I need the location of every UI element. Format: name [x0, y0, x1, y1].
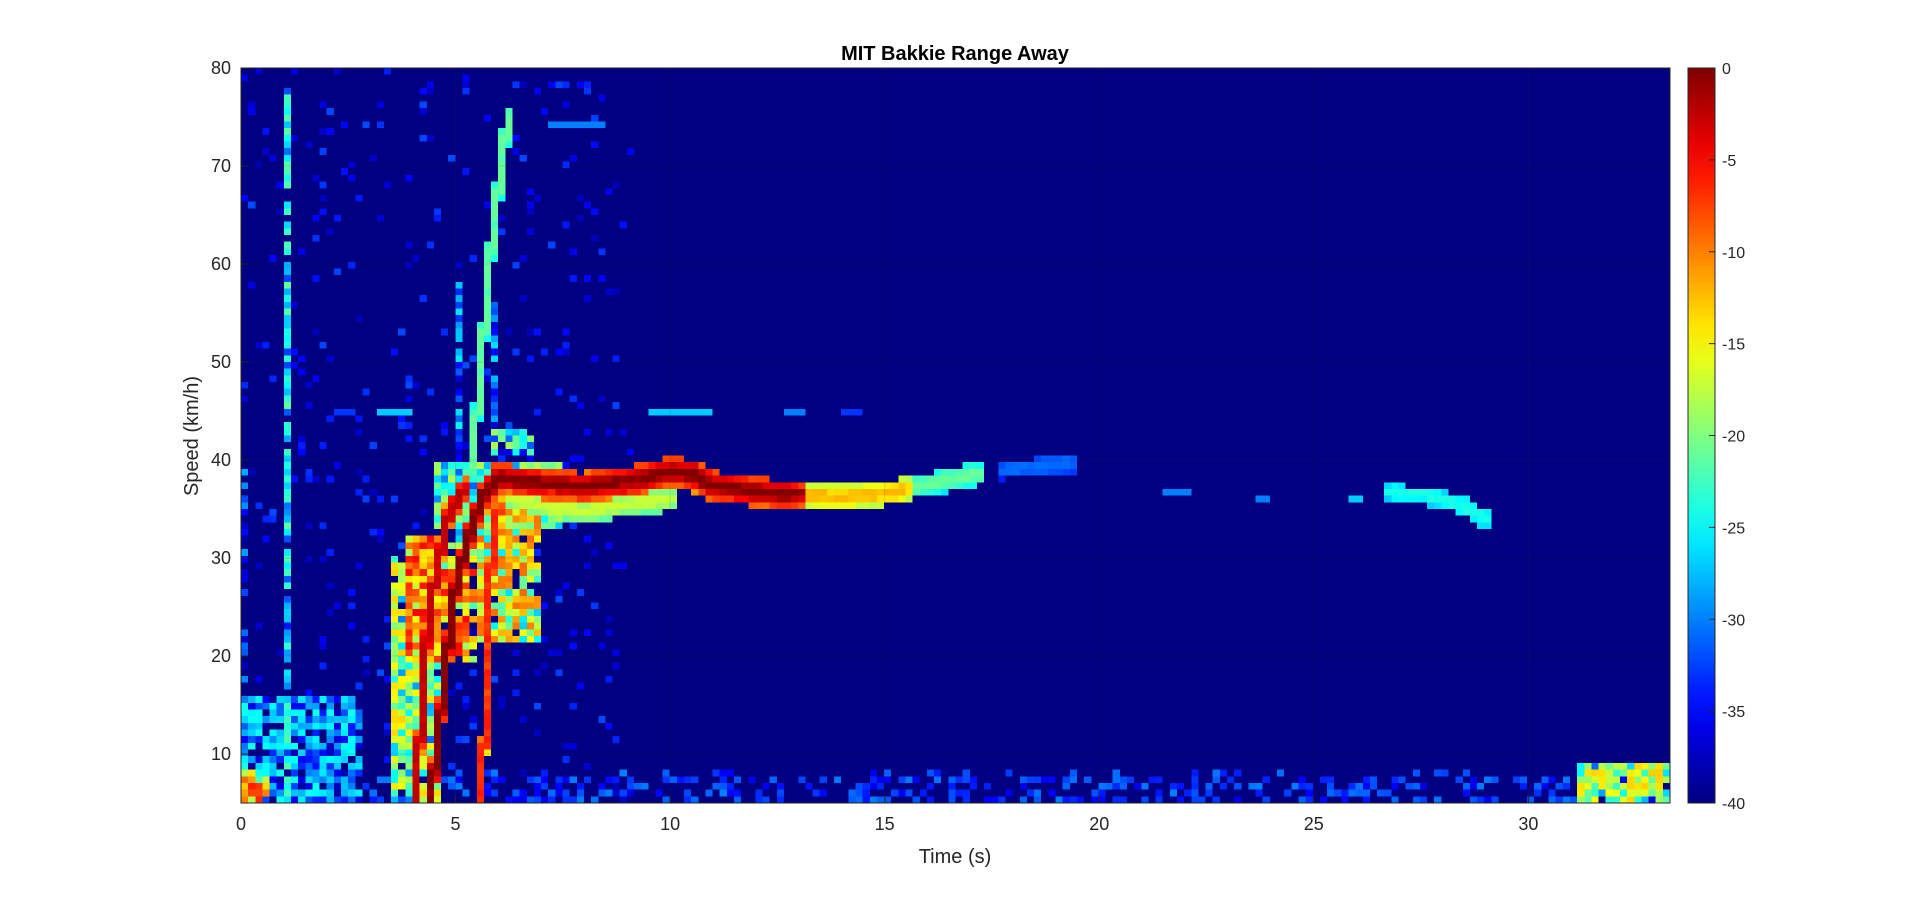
- x-tick-label: 25: [1304, 814, 1324, 834]
- y-axis: 10 20 30 40 50 60 70 80: [211, 58, 249, 764]
- chart-title: MIT Bakkie Range Away: [841, 43, 1070, 65]
- colorbar-ticks: 0 -5 -10 -15 -20 -25 -30 -35 -40: [1709, 61, 1745, 813]
- colorbar-tick-label: -40: [1722, 796, 1745, 813]
- spectrogram-heatmap: [241, 68, 1670, 803]
- y-tick-label: 10: [211, 744, 231, 764]
- grid-lines: [241, 67, 1670, 803]
- colorbar-tick-label: -35: [1722, 704, 1745, 721]
- colorbar-tick-label: -20: [1722, 429, 1745, 446]
- x-axis: 0 5 10 15 20 25 30: [236, 795, 1538, 834]
- x-axis-label: Time (s): [919, 846, 992, 868]
- y-tick-label: 80: [211, 58, 231, 78]
- colorbar: 0 -5 -10 -15 -20 -25 -30 -35 -40: [1687, 61, 1745, 813]
- x-tick-label: 10: [660, 814, 680, 834]
- colorbar-tick-label: 0: [1722, 61, 1731, 78]
- colorbar-tick-label: -5: [1722, 153, 1736, 170]
- plot-frame: [240, 67, 1671, 804]
- y-tick-label: 40: [211, 450, 231, 470]
- plot-area: [240, 67, 1671, 804]
- y-tick-label: 30: [211, 548, 231, 568]
- y-tick-label: 20: [211, 646, 231, 666]
- y-tick-label: 60: [211, 254, 231, 274]
- colorbar-tick-label: -30: [1722, 612, 1745, 629]
- colorbar-tick-label: -25: [1722, 520, 1745, 537]
- y-tick-label: 50: [211, 352, 231, 372]
- x-tick-label: 30: [1518, 814, 1538, 834]
- x-tick-label: 5: [451, 814, 461, 834]
- x-tick-label: 0: [236, 814, 246, 834]
- colorbar-tick-label: -15: [1722, 337, 1745, 354]
- y-axis-label: Speed (km/h): [181, 376, 203, 496]
- y-tick-label: 70: [211, 156, 231, 176]
- colorbar-tick-label: -10: [1722, 245, 1745, 262]
- x-tick-label: 15: [875, 814, 895, 834]
- x-tick-label: 20: [1089, 814, 1109, 834]
